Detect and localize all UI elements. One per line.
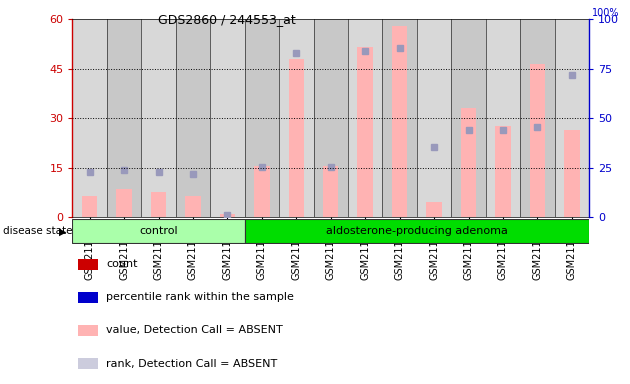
Bar: [244, 19, 279, 217]
Bar: [220, 214, 235, 217]
Bar: [185, 195, 201, 217]
Text: percentile rank within the sample: percentile rank within the sample: [106, 292, 294, 302]
Bar: [77, 358, 98, 369]
Bar: [254, 166, 270, 217]
Bar: [176, 19, 210, 217]
Bar: [357, 47, 373, 217]
Bar: [323, 166, 338, 217]
Bar: [82, 195, 98, 217]
Text: GDS2860 / 244553_at: GDS2860 / 244553_at: [158, 13, 295, 26]
Bar: [77, 325, 98, 336]
Text: disease state: disease state: [3, 226, 72, 237]
Bar: [107, 19, 141, 217]
Text: value, Detection Call = ABSENT: value, Detection Call = ABSENT: [106, 326, 283, 336]
Bar: [382, 19, 417, 217]
Bar: [427, 202, 442, 217]
Bar: [289, 59, 304, 217]
Bar: [530, 64, 545, 217]
Bar: [210, 19, 244, 217]
Text: rank, Detection Call = ABSENT: rank, Detection Call = ABSENT: [106, 359, 277, 369]
Text: count: count: [106, 259, 137, 269]
Text: ▶: ▶: [59, 226, 66, 237]
Bar: [554, 19, 589, 217]
Bar: [417, 19, 451, 217]
Bar: [77, 259, 98, 270]
Bar: [151, 192, 166, 217]
Bar: [486, 19, 520, 217]
Bar: [77, 292, 98, 303]
Bar: [564, 130, 580, 217]
Bar: [314, 19, 348, 217]
Bar: [279, 19, 314, 217]
Bar: [72, 19, 107, 217]
Bar: [141, 19, 176, 217]
Bar: [495, 126, 511, 217]
Bar: [520, 19, 554, 217]
Bar: [117, 189, 132, 217]
Text: 100%: 100%: [592, 8, 619, 18]
Text: aldosterone-producing adenoma: aldosterone-producing adenoma: [326, 226, 508, 237]
FancyBboxPatch shape: [244, 219, 589, 243]
Bar: [461, 108, 476, 217]
Bar: [451, 19, 486, 217]
Bar: [392, 26, 408, 217]
FancyBboxPatch shape: [72, 219, 244, 243]
Text: control: control: [139, 226, 178, 237]
Bar: [348, 19, 382, 217]
